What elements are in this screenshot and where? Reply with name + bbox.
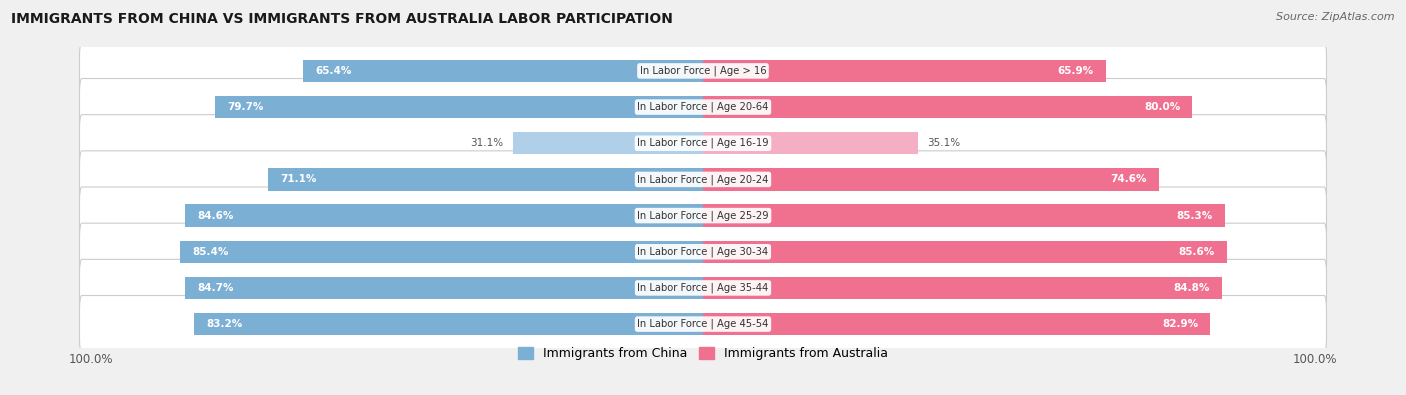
Text: 35.1%: 35.1%	[927, 138, 960, 148]
Text: Source: ZipAtlas.com: Source: ZipAtlas.com	[1277, 12, 1395, 22]
Text: In Labor Force | Age 45-54: In Labor Force | Age 45-54	[637, 319, 769, 329]
Text: In Labor Force | Age 20-64: In Labor Force | Age 20-64	[637, 102, 769, 112]
Bar	[703, 96, 1192, 118]
Text: 85.6%: 85.6%	[1178, 247, 1215, 257]
Text: In Labor Force | Age 35-44: In Labor Force | Age 35-44	[637, 283, 769, 293]
FancyBboxPatch shape	[80, 295, 1326, 353]
Text: In Labor Force | Age 20-24: In Labor Force | Age 20-24	[637, 174, 769, 185]
Text: 65.9%: 65.9%	[1057, 66, 1094, 76]
Text: In Labor Force | Age > 16: In Labor Force | Age > 16	[640, 66, 766, 76]
Text: 80.0%: 80.0%	[1144, 102, 1180, 112]
Text: 71.1%: 71.1%	[280, 175, 316, 184]
Text: IMMIGRANTS FROM CHINA VS IMMIGRANTS FROM AUSTRALIA LABOR PARTICIPATION: IMMIGRANTS FROM CHINA VS IMMIGRANTS FROM…	[11, 12, 673, 26]
Text: 83.2%: 83.2%	[207, 319, 242, 329]
Bar	[302, 60, 703, 82]
Bar	[703, 241, 1227, 263]
FancyBboxPatch shape	[80, 79, 1326, 135]
FancyBboxPatch shape	[80, 187, 1326, 244]
Bar	[703, 60, 1107, 82]
Bar	[186, 204, 703, 227]
FancyBboxPatch shape	[80, 42, 1326, 100]
FancyBboxPatch shape	[80, 260, 1326, 316]
Bar	[269, 168, 703, 191]
Bar	[184, 277, 703, 299]
Bar	[513, 132, 703, 154]
Text: 84.7%: 84.7%	[197, 283, 233, 293]
Text: 85.3%: 85.3%	[1177, 211, 1213, 220]
Text: 85.4%: 85.4%	[193, 247, 229, 257]
Text: 65.4%: 65.4%	[315, 66, 352, 76]
Bar	[703, 132, 918, 154]
Bar	[194, 313, 703, 335]
Text: In Labor Force | Age 16-19: In Labor Force | Age 16-19	[637, 138, 769, 149]
Bar	[180, 241, 703, 263]
Text: In Labor Force | Age 25-29: In Labor Force | Age 25-29	[637, 210, 769, 221]
Text: 31.1%: 31.1%	[471, 138, 503, 148]
Legend: Immigrants from China, Immigrants from Australia: Immigrants from China, Immigrants from A…	[513, 342, 893, 365]
Bar	[703, 204, 1225, 227]
Text: 84.8%: 84.8%	[1173, 283, 1209, 293]
Bar	[215, 96, 703, 118]
Bar	[703, 168, 1160, 191]
Text: In Labor Force | Age 30-34: In Labor Force | Age 30-34	[637, 246, 769, 257]
Text: 82.9%: 82.9%	[1161, 319, 1198, 329]
FancyBboxPatch shape	[80, 223, 1326, 280]
Text: 74.6%: 74.6%	[1111, 175, 1147, 184]
Bar	[703, 277, 1222, 299]
FancyBboxPatch shape	[80, 151, 1326, 208]
Text: 79.7%: 79.7%	[228, 102, 264, 112]
FancyBboxPatch shape	[80, 115, 1326, 172]
Bar	[703, 313, 1211, 335]
Text: 84.6%: 84.6%	[198, 211, 233, 220]
